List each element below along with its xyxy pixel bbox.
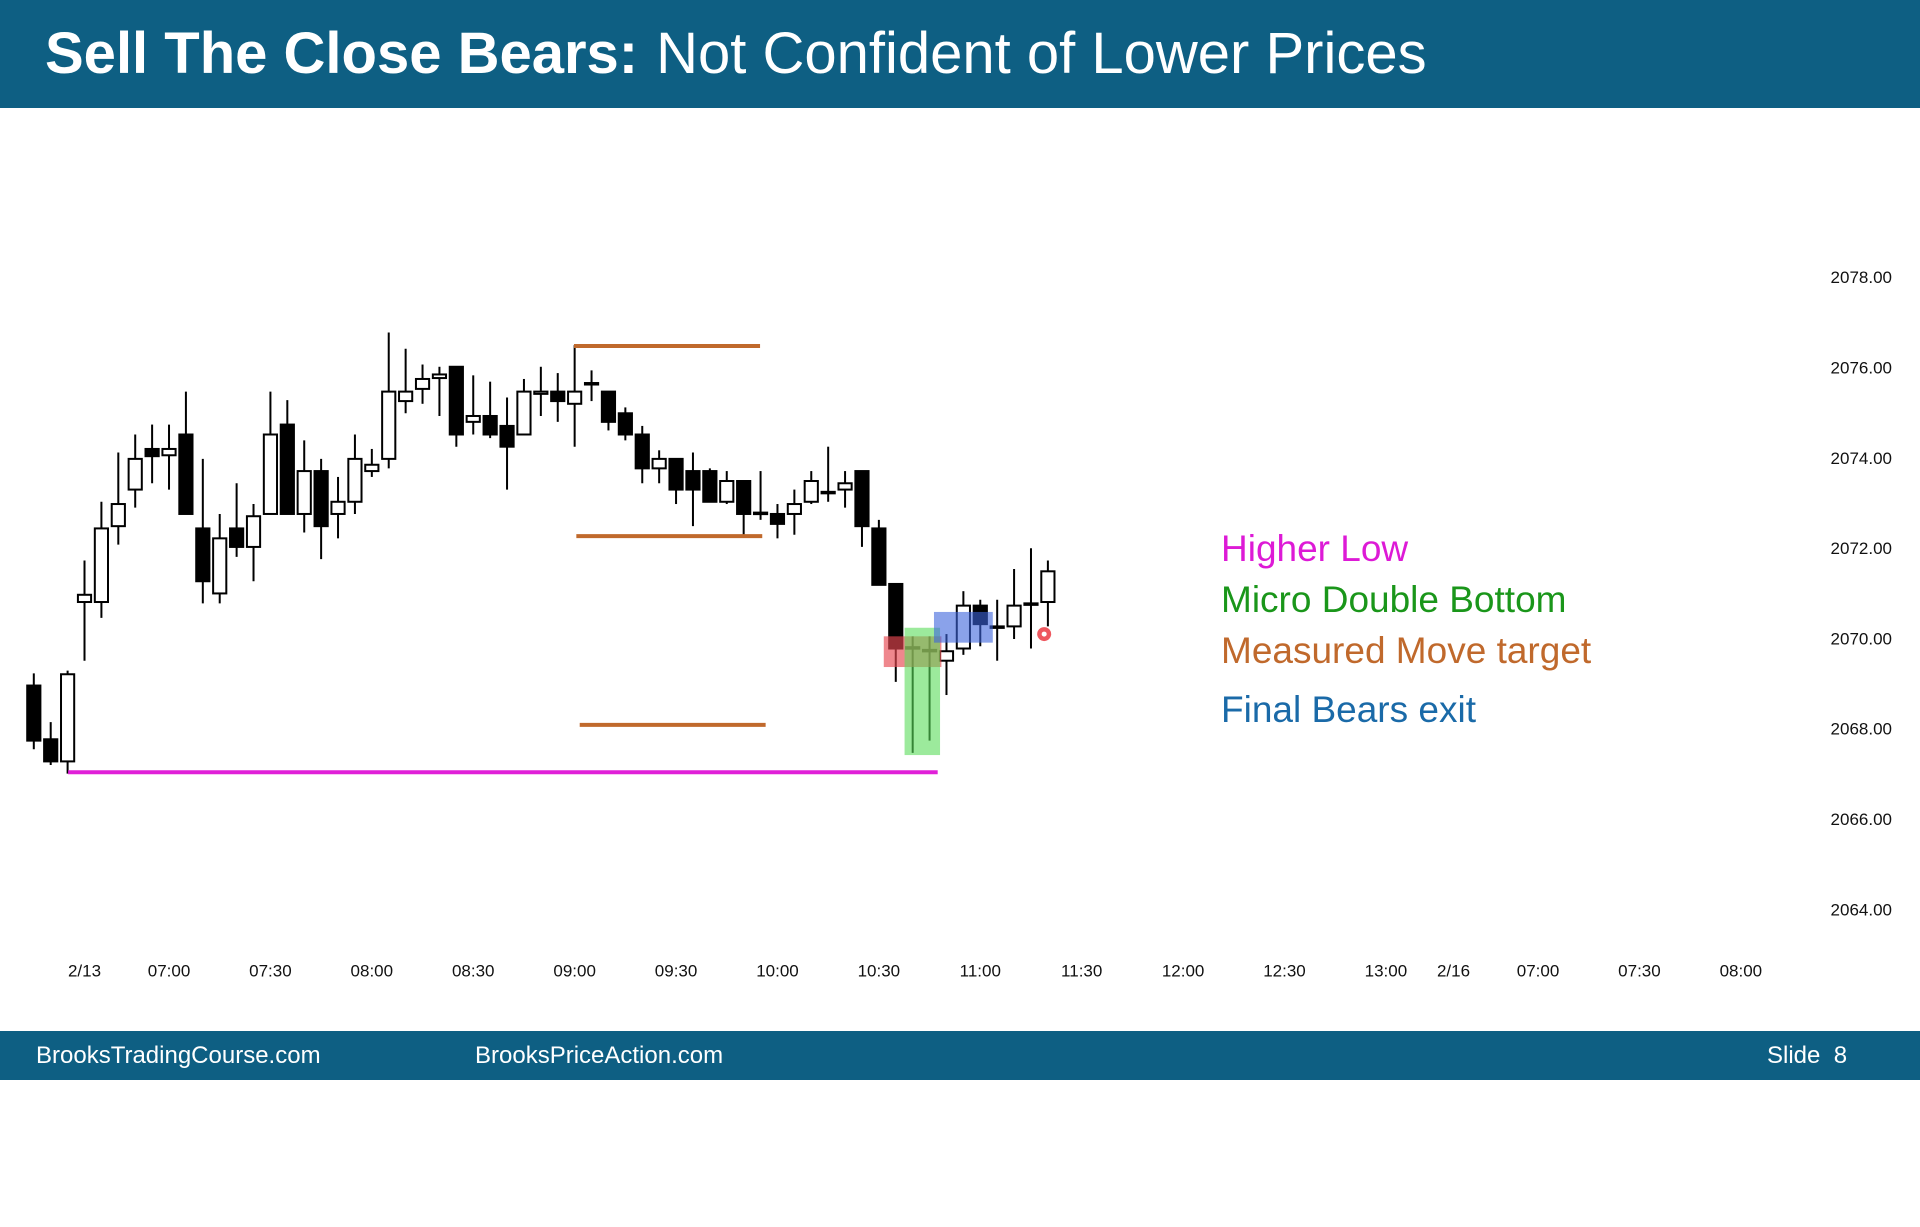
slide-number: Slide 8: [1767, 1042, 1848, 1069]
candle-body: [550, 390, 566, 403]
candle-body: [296, 470, 312, 515]
annotation: Measured Move target: [1221, 630, 1592, 671]
candle-body: [786, 503, 802, 515]
candle-body: [938, 650, 955, 662]
candle-body: [685, 470, 701, 491]
candle-body: [448, 365, 464, 436]
x-tick-label: 07:30: [249, 961, 292, 980]
x-tick-label: 07:30: [1618, 961, 1661, 980]
candle-body: [127, 457, 143, 491]
candle-body: [752, 511, 769, 516]
zone: [904, 627, 941, 756]
candle-body: [533, 390, 549, 395]
candle-body: [583, 382, 600, 386]
header: Sell The Close Bears: Not Confident of Lo…: [0, 0, 1920, 108]
x-tick-label: 09:30: [655, 961, 698, 980]
candle-body: [702, 470, 718, 503]
footer-link: BrooksTradingCourse.com: [36, 1042, 321, 1069]
candle-body: [43, 738, 59, 763]
x-tick-label: 11:30: [1061, 961, 1102, 980]
candle-body: [212, 537, 228, 595]
x-tick-label: 2/13: [68, 961, 101, 980]
candle-body: [600, 390, 617, 423]
candle-body: [347, 457, 363, 503]
candle-body: [820, 490, 836, 495]
x-tick-label: 12:00: [1162, 961, 1205, 980]
candle-body: [634, 433, 650, 470]
candle-body: [245, 515, 262, 548]
candle-body: [769, 512, 786, 525]
candle-body: [279, 423, 295, 515]
candle-body: [499, 424, 515, 448]
candle-body: [414, 377, 431, 390]
y-tick-label: 2074.00: [1831, 449, 1892, 468]
x-tick-label: 08:00: [351, 961, 394, 980]
candle-body: [465, 414, 481, 423]
candle-body: [398, 390, 414, 403]
candle-body: [93, 527, 110, 604]
candle-body: [567, 390, 583, 405]
signal-dot-core: [1041, 631, 1047, 637]
x-tick-label: 08:00: [1720, 961, 1763, 980]
x-tick-label: 12:30: [1263, 961, 1306, 980]
x-tick-label: 10:30: [858, 961, 901, 980]
candle-body: [1040, 570, 1056, 604]
y-tick-label: 2076.00: [1831, 359, 1892, 378]
candle-body: [516, 390, 532, 436]
footer: BrooksTradingCourse.com BrooksPriceActio…: [0, 1031, 1920, 1080]
candle-body: [668, 457, 684, 491]
candle-body: [431, 373, 448, 380]
x-tick-label: 13:00: [1365, 961, 1408, 980]
candle-body: [60, 673, 76, 763]
candle-body: [364, 463, 380, 473]
candle-body: [1006, 604, 1022, 628]
candle-body: [195, 527, 211, 583]
candle-body: [110, 503, 126, 528]
candle-body: [262, 433, 279, 515]
candle-body: [482, 414, 498, 436]
chart: 2064.00 2066.00 2068.00 2070.00 2072.00 2074.…: [26, 268, 1892, 980]
candle-body: [871, 527, 887, 586]
annotation: Higher Low: [1221, 528, 1408, 569]
candle-body: [26, 684, 42, 742]
x-tick-label: 07:00: [148, 961, 191, 980]
candle-body: [144, 447, 160, 458]
candle-body: [617, 412, 633, 436]
title-rest: Not Confident of Lower Prices: [656, 21, 1427, 86]
candle-body: [381, 390, 397, 460]
x-tick-label: 07:00: [1517, 961, 1560, 980]
y-tick-label: 2070.00: [1831, 629, 1892, 648]
x-tick-label: 10:00: [756, 961, 799, 980]
annotation: Final Bears exit: [1221, 689, 1477, 730]
candle-body: [837, 482, 853, 491]
y-tick-label: 2068.00: [1831, 720, 1892, 739]
candle-body: [313, 470, 329, 528]
y-tick-label: 2064.00: [1831, 900, 1892, 919]
candle-body: [854, 470, 870, 528]
candle-body: [76, 593, 93, 604]
y-tick-label: 2078.00: [1831, 268, 1892, 287]
candle-body: [719, 480, 735, 503]
x-tick-label: 08:30: [452, 961, 495, 980]
candle-body: [803, 480, 819, 503]
candle-body: [330, 500, 346, 515]
page: 2064.00 2066.00 2068.00 2070.00 2072.00 2074.…: [0, 0, 1920, 1080]
footer-link: BrooksPriceAction.com: [475, 1042, 724, 1069]
x-tick-label: 11:00: [960, 961, 1001, 980]
candle-body: [161, 447, 177, 457]
candle-body: [1023, 602, 1039, 606]
y-tick-label: 2072.00: [1831, 539, 1892, 558]
candle-body: [178, 433, 194, 515]
zone: [933, 611, 993, 643]
y-tick-label: 2066.00: [1831, 810, 1892, 829]
x-tick-label: 09:00: [553, 961, 596, 980]
x-tick-label: 2/16: [1437, 961, 1470, 980]
candle-body: [651, 457, 667, 470]
title-bold: Sell The Close Bears:: [45, 21, 639, 86]
candle-body: [229, 527, 245, 548]
annotation: Micro Double Bottom: [1221, 579, 1566, 620]
candle-body: [736, 480, 752, 515]
